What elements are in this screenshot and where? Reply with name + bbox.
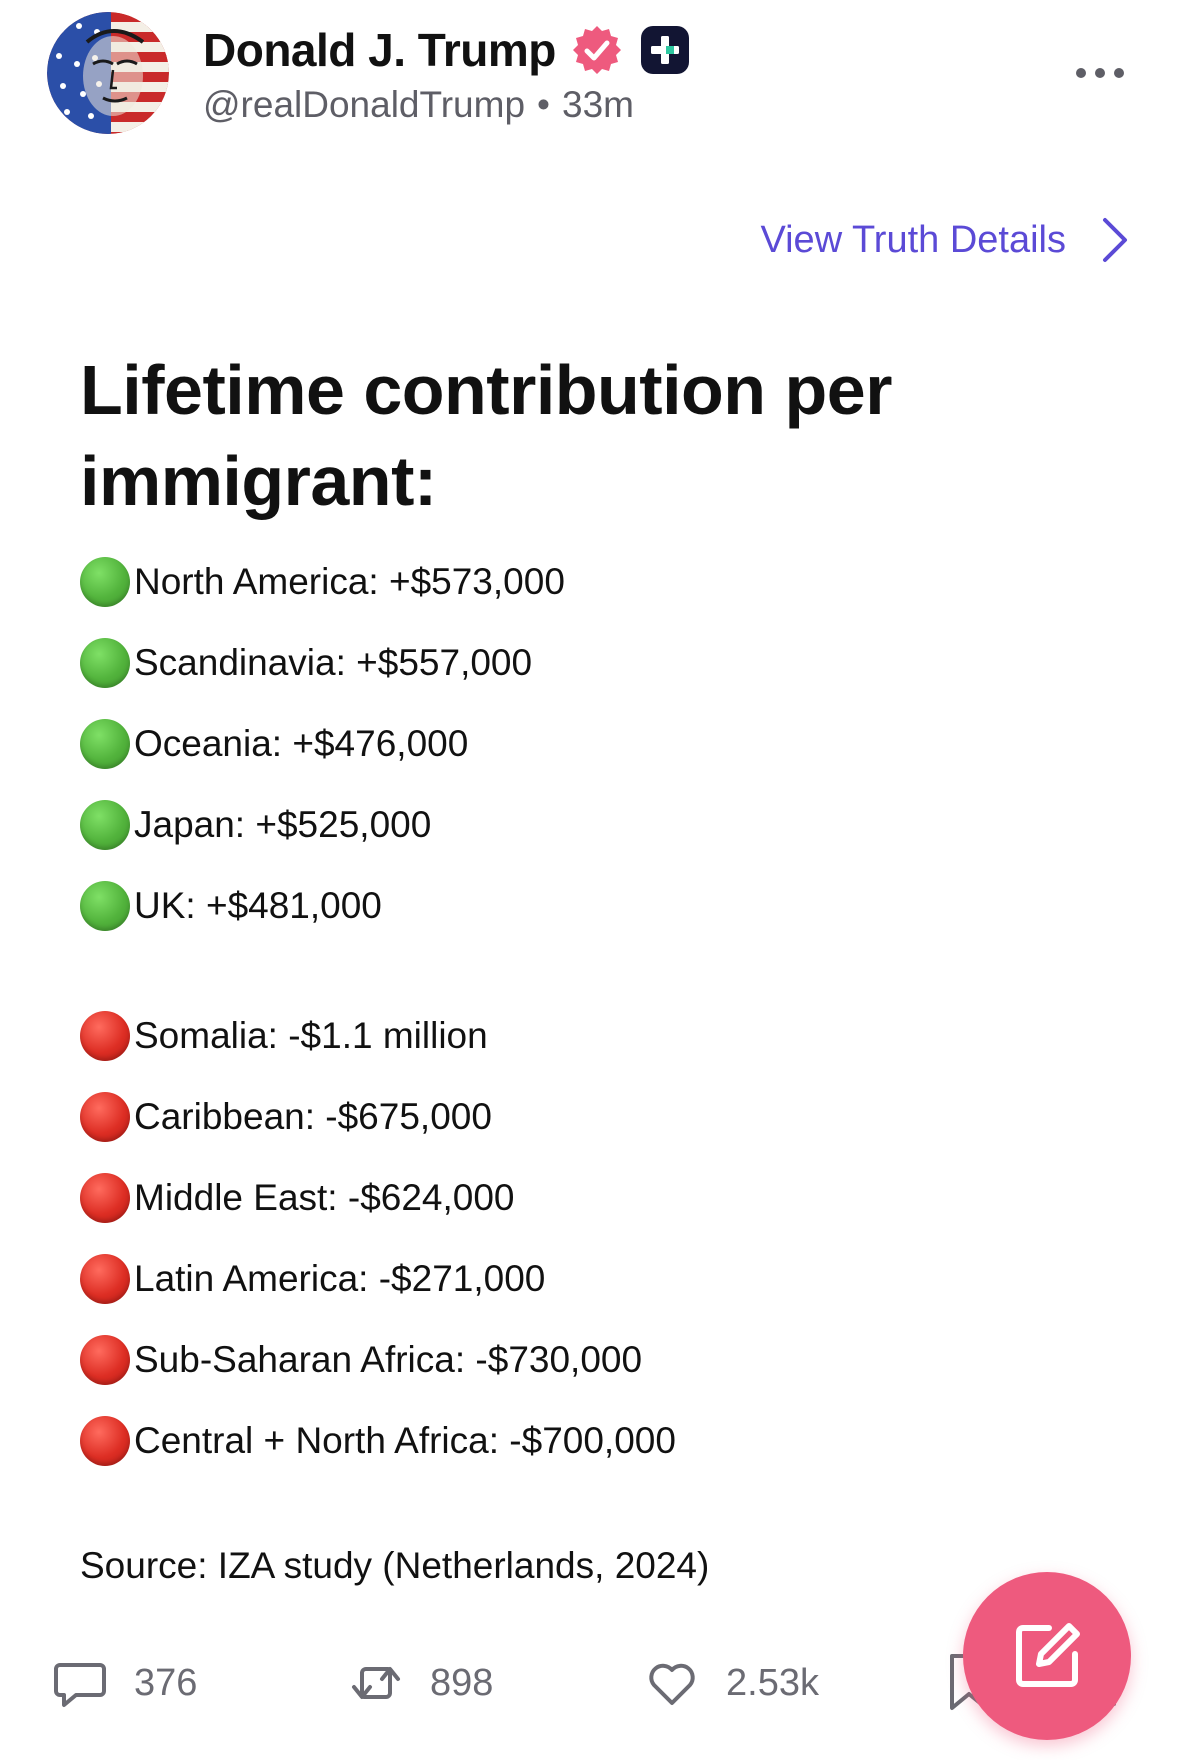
heart-icon [649, 1663, 695, 1705]
stat-item-positive: North America: +$573,000 [80, 554, 565, 610]
reply-count: 376 [134, 1661, 198, 1704]
compose-icon [1016, 1623, 1080, 1687]
avatar[interactable] [47, 12, 169, 134]
more-horizontal-icon[interactable] [1073, 60, 1127, 86]
green-circle-icon [80, 638, 130, 688]
stat-item-positive: UK: +$481,000 [80, 878, 382, 934]
source-citation: Source: IZA study (Netherlands, 2024) [80, 1545, 710, 1586]
stat-item-negative: Latin America: -$271,000 [80, 1251, 545, 1307]
red-circle-icon [80, 1254, 130, 1304]
red-circle-icon [80, 1092, 130, 1142]
stat-text: Somalia: -$1.1 million [134, 1015, 488, 1056]
handle[interactable]: @realDonaldTrump [203, 84, 526, 125]
post-title: Lifetime contribution per immigrant: [80, 351, 892, 520]
truth-plus-badge-icon [640, 26, 689, 74]
stat-text: Middle East: -$624,000 [134, 1177, 515, 1218]
reply-icon [54, 1663, 106, 1707]
stat-item-negative: Middle East: -$624,000 [80, 1170, 515, 1226]
stat-item-negative: Central + North Africa: -$700,000 [80, 1413, 676, 1469]
stat-text: Oceania: +$476,000 [134, 723, 469, 764]
red-circle-icon [80, 1335, 130, 1385]
action-bar: 376 898 2.53k [0, 1648, 1179, 1718]
author-name-row: Donald J. Trump [203, 20, 692, 80]
stat-item-positive: Scandinavia: +$557,000 [80, 635, 532, 691]
view-truth-details-label: View Truth Details [760, 218, 1066, 261]
display-name[interactable]: Donald J. Trump [203, 24, 556, 76]
green-circle-icon [80, 800, 130, 850]
stat-text: Scandinavia: +$557,000 [134, 642, 533, 683]
reply-button[interactable]: 376 [52, 1648, 197, 1718]
meta-separator: • [537, 84, 551, 125]
green-circle-icon [80, 557, 130, 607]
like-count: 2.53k [726, 1661, 819, 1704]
stat-item-negative: Sub-Saharan Africa: -$730,000 [80, 1332, 642, 1388]
stat-text: Japan: +$525,000 [134, 804, 432, 845]
like-button[interactable]: 2.53k [644, 1648, 819, 1718]
stat-text: North America: +$573,000 [134, 561, 565, 602]
stat-text: Latin America: -$271,000 [134, 1258, 546, 1299]
retruth-button[interactable]: 898 [348, 1648, 493, 1718]
stat-text: UK: +$481,000 [134, 885, 382, 926]
stat-item-positive: Oceania: +$476,000 [80, 716, 468, 772]
stat-item-positive: Japan: +$525,000 [80, 797, 431, 853]
red-circle-icon [80, 1011, 130, 1061]
retruth-count: 898 [430, 1661, 494, 1704]
compose-button[interactable] [963, 1572, 1131, 1740]
stat-text: Caribbean: -$675,000 [134, 1096, 492, 1137]
retruth-icon [352, 1667, 400, 1699]
verified-badge-icon [572, 26, 621, 74]
timestamp: 33m [562, 84, 634, 125]
chevron-right-icon [1103, 218, 1127, 262]
stat-text: Central + North Africa: -$700,000 [134, 1420, 676, 1461]
stat-text: Sub-Saharan Africa: -$730,000 [134, 1339, 643, 1380]
red-circle-icon [80, 1173, 130, 1223]
author-meta: @realDonaldTrump • 33m [203, 84, 634, 126]
view-truth-details-link[interactable]: View Truth Details [760, 212, 1130, 268]
red-circle-icon [80, 1416, 130, 1466]
stat-item-negative: Somalia: -$1.1 million [80, 1008, 488, 1064]
stat-item-negative: Caribbean: -$675,000 [80, 1089, 492, 1145]
green-circle-icon [80, 719, 130, 769]
green-circle-icon [80, 881, 130, 931]
